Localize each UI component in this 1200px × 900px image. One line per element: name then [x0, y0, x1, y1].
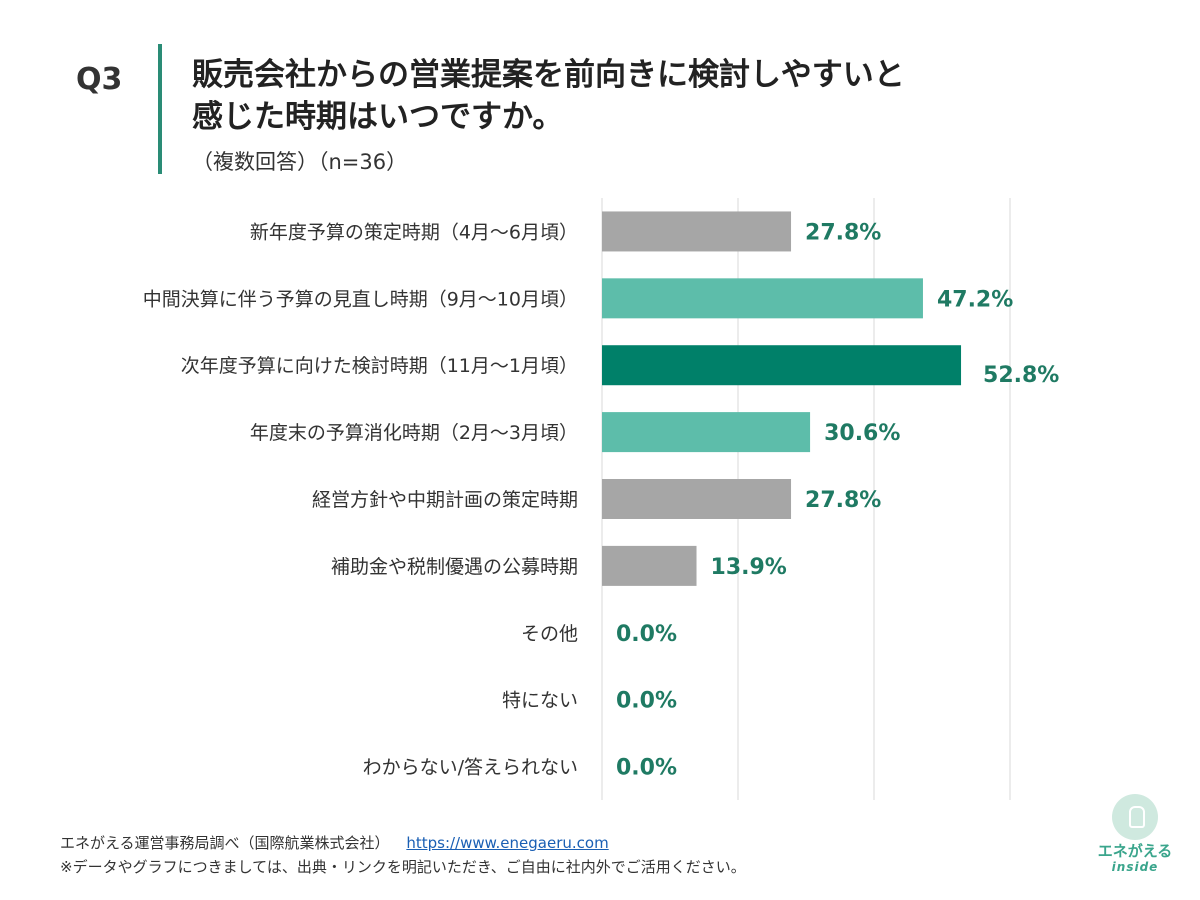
- bar: [602, 211, 792, 252]
- value-label: 0.0%: [616, 689, 677, 714]
- bar: [602, 479, 792, 519]
- bar: [602, 278, 923, 319]
- value-label: 52.8%: [983, 363, 1059, 388]
- value-label: 13.9%: [711, 555, 787, 580]
- logo-name: エネがえる: [1097, 842, 1173, 860]
- brand-logo: エネがえる inside: [1090, 790, 1180, 890]
- value-label: 0.0%: [616, 756, 677, 781]
- logo-sub: inside: [1111, 860, 1159, 874]
- category-label: 次年度予算に向けた検討時期（11月～1月頃）: [181, 355, 578, 377]
- title-line-2: 感じた時期はいつですか。: [192, 99, 564, 135]
- title-divider: [158, 44, 162, 174]
- chart-subtitle: （複数回答）（n=36）: [192, 150, 408, 174]
- source-link[interactable]: https://www.enegaeru.com: [406, 834, 609, 852]
- source-line: エネがえる運営事務局調べ（国際航業株式会社） https://www.enega…: [60, 832, 609, 853]
- bar: [602, 345, 962, 386]
- usage-note: ※データやグラフにつきましては、出典・リンクを明記いただき、ご自由に社内外でご活…: [60, 858, 746, 876]
- category-label: 特にない: [502, 690, 578, 712]
- chart-title: 販売会社からの営業提案を前向きに検討しやすいと 感じた時期はいつですか。: [192, 54, 992, 138]
- value-label: 0.0%: [616, 622, 677, 647]
- bar-chart: 新年度予算の策定時期（4月～6月頃） 27.8% 中間決算に伴う予算の見直し時期（9…: [143, 198, 1059, 800]
- question-number: Q3: [76, 62, 123, 97]
- source-text: エネがえる運営事務局調べ（国際航業株式会社）: [60, 834, 390, 852]
- value-label: 27.8%: [805, 220, 881, 245]
- category-label: 年度末の予算消化時期（2月～3月頃）: [250, 422, 578, 444]
- lightbulb-icon: [1112, 794, 1158, 840]
- value-label: 47.2%: [937, 287, 1013, 312]
- category-label: わからない/答えられない: [363, 757, 578, 779]
- title-line-1: 販売会社からの営業提案を前向きに検討しやすいと: [192, 57, 905, 93]
- category-label: 補助金や税制優遇の公募時期: [331, 556, 578, 578]
- bar: [602, 545, 697, 586]
- bar: [602, 412, 811, 453]
- value-label: 30.6%: [824, 421, 900, 446]
- value-label: 27.8%: [805, 488, 881, 513]
- category-label: 中間決算に伴う予算の見直し時期（9月～10月頃）: [143, 288, 578, 310]
- category-label: その他: [521, 623, 578, 645]
- category-label: 新年度予算の策定時期（4月～6月頃）: [250, 221, 578, 243]
- category-label: 経営方針や中期計画の策定時期: [312, 489, 578, 511]
